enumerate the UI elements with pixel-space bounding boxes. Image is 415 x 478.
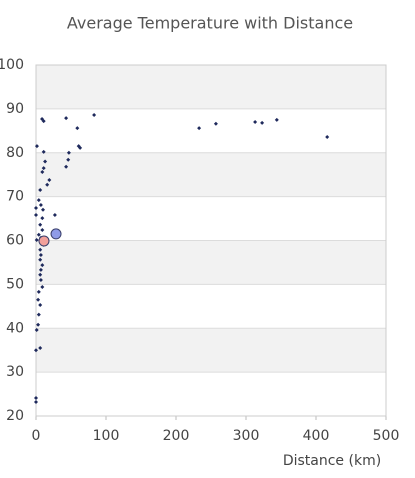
- x-tick-label: 500: [373, 428, 400, 444]
- point: [40, 170, 45, 175]
- y-tick-label: 30: [6, 364, 24, 380]
- point: [36, 312, 41, 317]
- y-tick-label: 20: [6, 408, 24, 424]
- point: [34, 328, 39, 333]
- point: [325, 134, 330, 139]
- x-tick-label: 200: [163, 428, 190, 444]
- point: [52, 213, 57, 218]
- point: [34, 399, 38, 404]
- y-tick-label: 90: [6, 101, 24, 117]
- x-tick-label: 0: [32, 428, 41, 444]
- point: [38, 222, 43, 227]
- point: [66, 150, 71, 155]
- point: [38, 267, 43, 272]
- plot-band: [36, 152, 386, 197]
- plot-band: [36, 328, 386, 373]
- x-tick-label: 300: [233, 428, 260, 444]
- point: [36, 232, 41, 237]
- y-tick-label: 60: [6, 233, 24, 249]
- point: [75, 126, 80, 131]
- point: [38, 277, 43, 282]
- point: [253, 120, 258, 125]
- y-tick-label: 100: [0, 57, 24, 73]
- point: [38, 235, 50, 247]
- plot-band: [36, 240, 386, 285]
- point: [34, 213, 38, 218]
- point: [34, 238, 39, 243]
- point: [45, 182, 50, 187]
- y-tick-label: 40: [6, 320, 24, 336]
- point: [38, 257, 43, 262]
- y-tick-label: 70: [6, 189, 24, 205]
- y-tick-label: 50: [6, 276, 24, 292]
- point: [38, 247, 43, 252]
- point: [40, 285, 45, 290]
- point: [41, 207, 45, 212]
- point: [38, 252, 43, 257]
- x-tick-label: 400: [303, 428, 330, 444]
- point: [34, 206, 38, 211]
- point: [92, 113, 97, 118]
- point: [40, 227, 45, 232]
- point: [43, 159, 48, 164]
- point: [36, 297, 41, 302]
- point: [64, 116, 69, 121]
- point: [38, 188, 43, 193]
- point: [36, 289, 41, 294]
- point: [41, 149, 46, 154]
- point: [38, 345, 43, 350]
- point: [260, 120, 265, 125]
- point: [66, 157, 71, 162]
- chart-title: Average Temperature with Distance: [67, 14, 353, 33]
- plot-band: [36, 65, 386, 109]
- point: [274, 117, 279, 122]
- point: [34, 348, 38, 353]
- point: [38, 302, 43, 307]
- point: [38, 272, 43, 277]
- point: [47, 177, 52, 182]
- point: [50, 228, 62, 240]
- point: [36, 198, 41, 203]
- point: [34, 396, 38, 401]
- point: [76, 144, 81, 149]
- point: [34, 144, 39, 149]
- point: [64, 164, 69, 169]
- point: [40, 263, 45, 268]
- point: [36, 322, 41, 327]
- point: [41, 119, 46, 124]
- point: [38, 202, 43, 207]
- point: [213, 121, 218, 126]
- point: [41, 166, 46, 171]
- x-tick-label: 100: [93, 428, 120, 444]
- point: [40, 216, 45, 221]
- point: [197, 126, 202, 131]
- x-axis-label: Distance (km): [283, 453, 381, 469]
- y-tick-label: 80: [6, 145, 24, 161]
